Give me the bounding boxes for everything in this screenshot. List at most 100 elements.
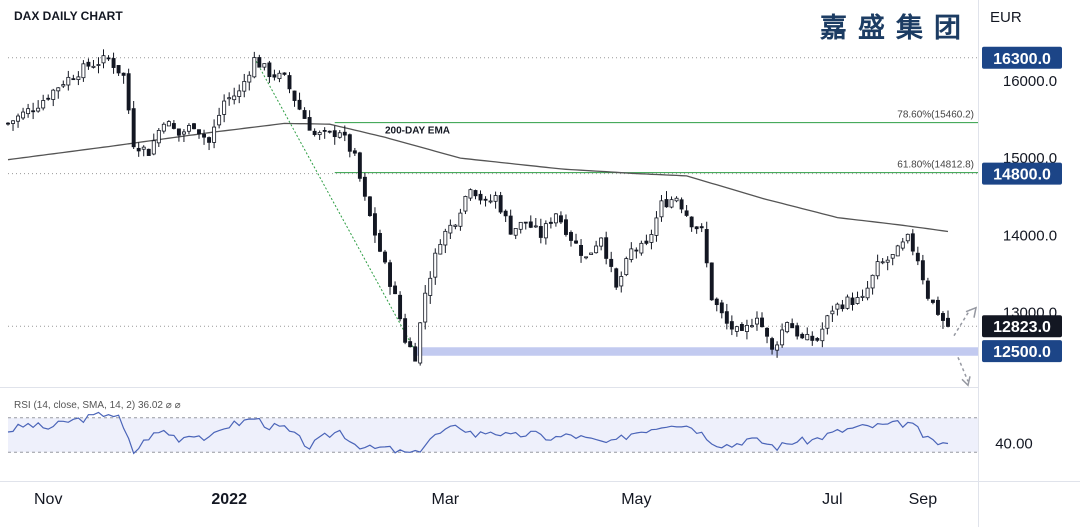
candle-up xyxy=(418,322,423,364)
candle-down xyxy=(564,219,568,235)
candle-down xyxy=(171,123,176,129)
candle xyxy=(372,207,377,243)
price-badge-label-1: 14800.0 xyxy=(993,167,1051,184)
candle-down xyxy=(131,108,136,148)
candle xyxy=(674,196,679,203)
candle xyxy=(317,130,322,140)
candle-up xyxy=(453,224,458,227)
candle xyxy=(790,318,795,329)
candle xyxy=(654,211,659,242)
candle-down xyxy=(523,221,528,224)
candle xyxy=(548,217,553,229)
candle-up xyxy=(880,261,885,264)
candle-up xyxy=(865,287,870,299)
price-badge-2 xyxy=(982,315,1062,338)
candle-down xyxy=(398,294,403,320)
candle xyxy=(739,322,744,332)
candle-up xyxy=(166,121,171,127)
currency-label: EUR xyxy=(990,9,1022,26)
candle-up xyxy=(101,55,106,64)
candle xyxy=(734,325,739,337)
candle xyxy=(885,256,890,271)
candle-up xyxy=(629,248,634,260)
candle-down xyxy=(800,333,805,339)
candle-up xyxy=(594,245,599,254)
candle-up xyxy=(448,224,453,234)
candle xyxy=(36,100,41,113)
time-axis: Nov 2022 Mar May Jul Sep xyxy=(0,481,1080,508)
candle-down xyxy=(136,147,141,152)
candle xyxy=(513,228,518,240)
candle-up xyxy=(589,252,594,255)
candle-down xyxy=(930,299,935,303)
candle xyxy=(197,129,201,139)
candle xyxy=(71,74,76,81)
candle-down xyxy=(739,324,744,331)
candle xyxy=(393,281,398,295)
candle xyxy=(659,195,664,222)
candle xyxy=(920,254,925,285)
candle xyxy=(579,239,584,263)
candle xyxy=(171,120,176,130)
candle xyxy=(704,221,709,268)
candle xyxy=(46,94,51,101)
arrow-down-head xyxy=(961,376,971,387)
candle xyxy=(724,303,729,330)
candle xyxy=(810,331,815,346)
candle xyxy=(86,58,91,70)
candle xyxy=(357,151,362,182)
candle-up xyxy=(242,81,247,92)
candle xyxy=(337,130,342,139)
candle xyxy=(719,299,724,319)
candle xyxy=(765,327,769,344)
candle-down xyxy=(197,129,201,135)
candle xyxy=(860,289,865,302)
candle xyxy=(302,107,307,119)
candle-down xyxy=(795,325,800,337)
price-badge-1 xyxy=(982,162,1062,185)
support-zone-rect xyxy=(413,347,978,356)
rsi-legend: RSI (14, close, SMA, 14, 2) 36.02 ⌀ ⌀ xyxy=(14,400,181,411)
candle xyxy=(433,248,438,285)
candle-down xyxy=(282,72,287,75)
candle xyxy=(679,197,684,214)
candle xyxy=(930,299,935,305)
candle-up xyxy=(61,84,66,87)
candle-down xyxy=(347,134,352,152)
candle-down xyxy=(367,196,372,217)
candle xyxy=(257,54,262,68)
candle-up xyxy=(780,329,785,346)
candle xyxy=(222,94,227,123)
candle-down xyxy=(729,321,734,330)
candle xyxy=(528,215,533,229)
candle xyxy=(51,88,56,107)
candle xyxy=(292,90,297,107)
candle-up xyxy=(533,225,538,228)
candle-up xyxy=(890,254,895,259)
candle xyxy=(91,60,96,69)
candle xyxy=(815,337,820,342)
candle xyxy=(438,239,443,255)
candle-up xyxy=(227,97,232,100)
candle xyxy=(855,291,860,305)
candle xyxy=(383,249,387,265)
rsi-legend-value: 36.02 xyxy=(137,400,163,411)
candle-down xyxy=(111,58,116,68)
candle-down xyxy=(579,245,584,256)
candle-down xyxy=(332,130,337,138)
candle-down xyxy=(770,338,775,350)
candle xyxy=(805,327,810,341)
candle xyxy=(141,145,146,157)
candle-down xyxy=(946,317,950,327)
candle xyxy=(347,133,352,158)
candle-down xyxy=(634,249,639,252)
candle-up xyxy=(443,230,448,246)
candle-up xyxy=(584,256,589,259)
candle xyxy=(760,312,764,328)
time-tick-5: Sep xyxy=(909,491,938,508)
candle xyxy=(61,80,66,89)
candle xyxy=(388,259,392,295)
candle-up xyxy=(905,233,910,242)
candle xyxy=(217,107,222,129)
candle xyxy=(207,136,212,151)
